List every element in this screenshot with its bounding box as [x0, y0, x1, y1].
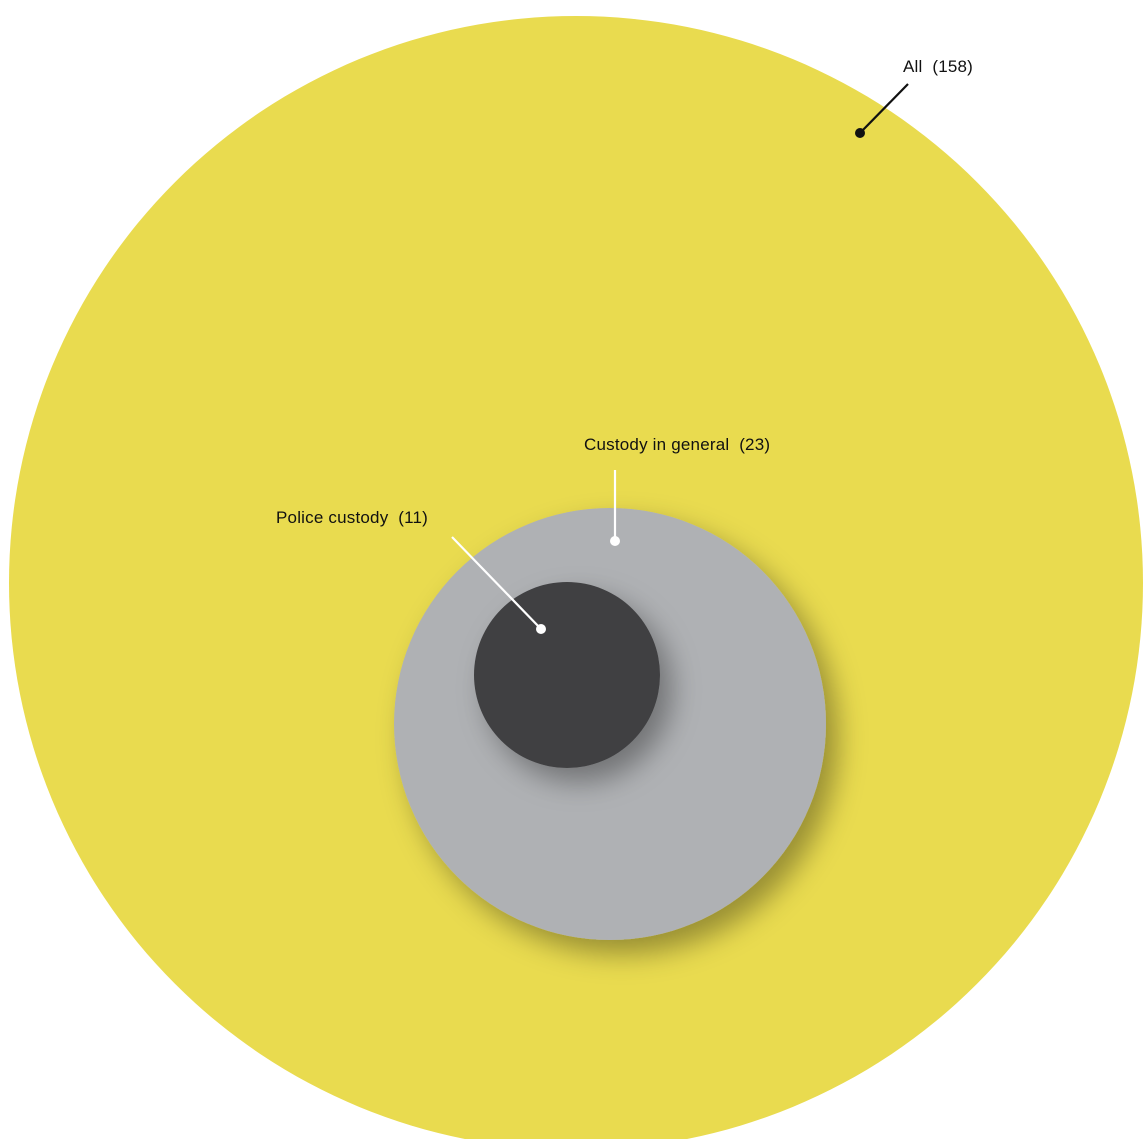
leader-dot-all: [855, 128, 865, 138]
label-all: All (158): [903, 57, 974, 76]
leader-line-all: [859, 83, 909, 134]
bubble-police-custody: [474, 582, 660, 768]
label-police-custody: Police custody (11): [276, 508, 429, 527]
leader-dot-police-custody: [536, 624, 546, 634]
label-custody-in-general: Custody in general (23): [584, 435, 771, 454]
leader-dot-custody-in-general: [610, 536, 620, 546]
leader-line-police-custody: [451, 536, 542, 630]
